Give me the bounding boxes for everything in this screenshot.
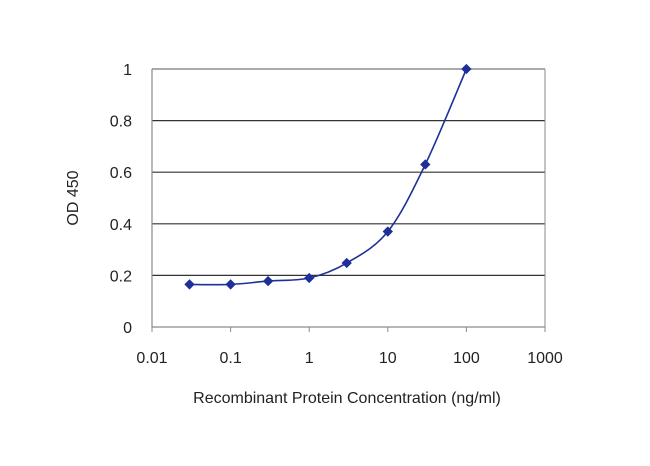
grid-lines	[152, 68, 545, 276]
x-tick-label-0: 0.01	[136, 350, 167, 367]
x-tick-labels: 0.01 0.1 1 10 100 1000	[136, 327, 563, 367]
x-tick-label-2: 1	[305, 350, 314, 367]
y-tick-label-3: 0.6	[110, 165, 132, 182]
x-tick-label-5: 1000	[527, 350, 563, 367]
data-point-0	[184, 279, 195, 290]
y-tick-label-4: 0.8	[110, 114, 132, 131]
data-point-3	[304, 272, 315, 284]
y-tick-label-0: 0	[123, 320, 132, 337]
data-series	[184, 63, 472, 290]
data-point-2	[262, 275, 274, 287]
y-tick-labels: 0 0.2 0.4 0.6 0.8 1	[110, 62, 132, 337]
data-point-7	[461, 63, 472, 75]
x-axis-title: Recombinant Protein Concentration (ng/ml…	[193, 390, 501, 407]
y-tick-label-5: 1	[123, 62, 132, 79]
data-point-1	[225, 279, 236, 290]
data-point-5	[382, 226, 393, 237]
x-tick-label-1: 0.1	[219, 350, 241, 367]
data-point-6	[420, 159, 431, 170]
y-tick-label-1: 0.2	[110, 268, 132, 285]
x-tick-label-4: 100	[453, 350, 480, 367]
y-tick-label-2: 0.4	[110, 217, 132, 234]
data-point-4	[341, 257, 352, 269]
x-tick-label-3: 10	[379, 350, 397, 367]
series-0-line	[189, 68, 468, 286]
plot-frame	[151, 68, 546, 328]
y-axis-title: OD 450	[65, 170, 82, 225]
